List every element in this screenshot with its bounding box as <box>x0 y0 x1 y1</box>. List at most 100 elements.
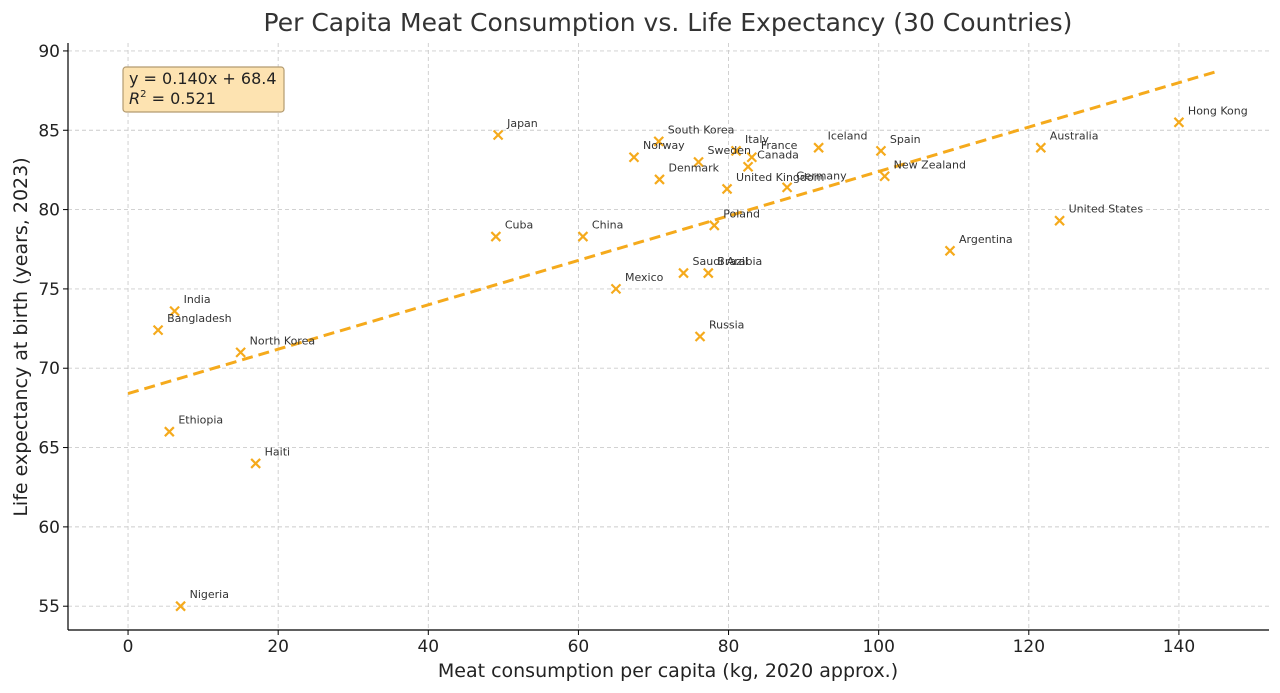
r-squared-value: = 0.521 <box>147 89 216 108</box>
data-point-stroke <box>169 305 180 317</box>
x-tick-label: 100 <box>862 637 894 657</box>
point-label: Haiti <box>265 445 290 458</box>
data-point-stroke <box>703 267 714 279</box>
point-label: United States <box>1069 203 1144 216</box>
y-tick-label: 70 <box>38 359 60 379</box>
point-label: Russia <box>709 319 744 332</box>
data-point-stroke <box>235 347 246 358</box>
data-point-stroke <box>1035 142 1047 153</box>
data-points <box>152 117 1185 612</box>
point-label: South Korea <box>668 123 735 136</box>
point-label: Hong Kong <box>1188 104 1248 117</box>
x-tick-label: 40 <box>417 637 439 657</box>
tick-labels: 0 20 40 60 80 100 120 140 55 60 65 70 75 80 85 90 <box>38 42 1195 657</box>
data-point-stroke <box>693 156 704 168</box>
data-point <box>730 145 742 157</box>
point-label: Iceland <box>828 130 868 143</box>
data-point-stroke <box>175 600 186 612</box>
data-point-stroke <box>492 129 504 141</box>
y-tick-label: 80 <box>38 201 60 221</box>
data-point <box>703 267 714 279</box>
data-point <box>654 174 665 185</box>
data-point <box>577 231 589 242</box>
data-point-stroke <box>730 145 742 157</box>
data-point-stroke <box>746 151 758 163</box>
data-point-stroke <box>678 267 689 279</box>
point-label: Nigeria <box>190 588 229 601</box>
point-label: Japan <box>506 117 538 130</box>
data-point <box>721 183 733 195</box>
data-point <box>709 220 720 231</box>
point-label: Brazil <box>717 255 748 268</box>
chart-title: Per Capita Meat Consumption vs. Life Exp… <box>264 8 1073 37</box>
x-axis-title: Meat consumption per capita (kg, 2020 ap… <box>438 660 898 682</box>
point-label: Norway <box>643 139 685 152</box>
data-point-stroke <box>610 283 622 295</box>
axes <box>67 43 1269 631</box>
point-label: Poland <box>723 207 760 220</box>
point-label: Denmark <box>668 161 719 174</box>
data-point-stroke <box>813 142 824 153</box>
r-squared-superscript: 2 <box>140 89 146 100</box>
data-point-stroke <box>1054 215 1065 226</box>
data-point-stroke <box>490 231 502 242</box>
data-point-stroke <box>742 161 754 173</box>
point-label: New Zealand <box>894 158 966 171</box>
point-label: Mexico <box>625 271 664 284</box>
point-label: United Kingdom <box>736 171 824 184</box>
data-point <box>164 426 175 437</box>
point-label: France <box>761 139 798 152</box>
data-point-stroke <box>694 331 706 342</box>
y-tick-label: 55 <box>38 597 60 617</box>
y-axis-title: Life expectancy at birth (years, 2023) <box>10 157 32 516</box>
data-point <box>628 151 640 163</box>
data-point <box>879 170 890 182</box>
data-point-stroke <box>653 136 665 147</box>
point-label: Australia <box>1050 130 1099 143</box>
data-point <box>490 231 502 242</box>
data-point <box>694 331 706 342</box>
equation-box: y = 0.140x + 68.4 R2 = 0.521 <box>122 66 285 113</box>
data-point-stroke <box>879 170 890 182</box>
data-point <box>1173 117 1185 128</box>
data-point <box>678 267 689 279</box>
point-labels: Hong Kong Australia United States Argentina… <box>167 104 1248 601</box>
data-point-stroke <box>721 183 733 195</box>
y-tick-label: 85 <box>38 121 60 141</box>
data-point-stroke <box>250 458 261 469</box>
point-label: India <box>184 293 211 306</box>
x-tick-label: 20 <box>267 637 289 657</box>
data-point-stroke <box>781 182 793 193</box>
data-point <box>169 305 180 317</box>
fit-r-squared: R2 = 0.521 <box>129 89 216 108</box>
data-point <box>653 136 665 147</box>
point-label: Canada <box>757 149 799 162</box>
fit-line-group <box>127 70 1217 396</box>
data-point <box>746 151 758 163</box>
point-label: North Korea <box>250 334 315 347</box>
point-label: Saudi Arabia <box>693 255 763 268</box>
data-point <box>250 458 261 469</box>
point-label: Sweden <box>708 144 751 157</box>
data-point <box>1054 215 1065 226</box>
point-label: Italy <box>745 133 769 146</box>
data-point-stroke <box>1173 117 1185 128</box>
y-tick-label: 60 <box>38 518 60 538</box>
data-point <box>610 283 622 295</box>
point-label: Germany <box>796 169 847 182</box>
data-point <box>175 600 186 612</box>
x-tick-label: 0 <box>123 637 134 657</box>
data-point-stroke <box>875 145 887 157</box>
point-label: Ethiopia <box>178 414 223 427</box>
y-tick-label: 90 <box>38 42 60 62</box>
point-label: Bangladesh <box>167 312 232 325</box>
point-label: Cuba <box>505 219 533 232</box>
data-point-stroke <box>654 174 665 185</box>
data-point <box>781 182 793 193</box>
point-label: Spain <box>890 133 921 146</box>
data-point <box>152 324 164 336</box>
data-point <box>875 145 887 157</box>
data-point <box>492 129 504 141</box>
data-point-stroke <box>944 245 956 257</box>
